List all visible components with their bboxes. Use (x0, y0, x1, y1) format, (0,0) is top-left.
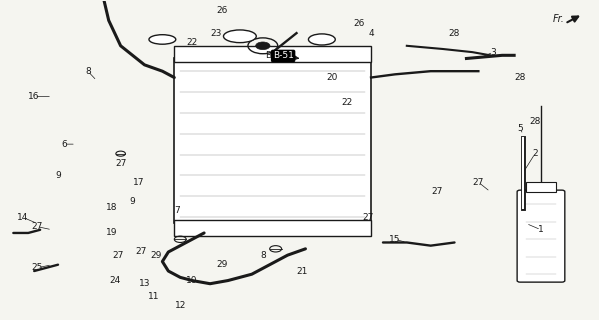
Bar (526, 182, 556, 192)
Text: 13: 13 (139, 279, 150, 288)
Text: 23: 23 (210, 28, 222, 38)
Text: 27: 27 (473, 178, 484, 187)
Text: 8: 8 (261, 251, 267, 260)
Text: 11: 11 (148, 292, 159, 301)
Text: 10: 10 (186, 276, 198, 285)
FancyBboxPatch shape (517, 190, 565, 282)
Bar (174, 220, 371, 236)
Text: 27: 27 (112, 251, 123, 260)
Text: 28: 28 (515, 73, 526, 82)
Text: 24: 24 (109, 276, 120, 285)
Text: 28: 28 (530, 117, 541, 126)
Text: 27: 27 (32, 222, 43, 231)
Text: 18: 18 (106, 203, 117, 212)
Text: 27: 27 (362, 212, 374, 221)
Bar (174, 46, 371, 62)
Text: 1: 1 (538, 225, 544, 234)
Text: 29: 29 (216, 260, 228, 269)
Text: Fr.: Fr. (553, 14, 565, 24)
Text: 28: 28 (449, 28, 460, 38)
Text: 9: 9 (129, 197, 135, 206)
Text: 6: 6 (61, 140, 67, 148)
Text: 27: 27 (136, 247, 147, 257)
Text: 19: 19 (106, 228, 117, 237)
Ellipse shape (223, 30, 256, 43)
Text: 5: 5 (517, 124, 523, 133)
Text: 17: 17 (133, 178, 144, 187)
Ellipse shape (308, 34, 335, 45)
Text: 20: 20 (326, 73, 338, 82)
Ellipse shape (149, 35, 176, 44)
Text: 22: 22 (186, 38, 198, 47)
Text: 4: 4 (368, 28, 374, 38)
Text: 16: 16 (28, 92, 40, 101)
Text: 25: 25 (32, 263, 43, 272)
Text: 27: 27 (115, 159, 126, 168)
Text: 3: 3 (491, 48, 496, 57)
Text: 27: 27 (431, 187, 442, 196)
Text: 29: 29 (151, 251, 162, 260)
Text: 8: 8 (85, 67, 90, 76)
Text: 22: 22 (341, 99, 353, 108)
Text: 15: 15 (389, 235, 401, 244)
Text: 12: 12 (174, 301, 186, 310)
Text: B-51: B-51 (273, 52, 298, 60)
Text: 26: 26 (353, 19, 365, 28)
Text: 14: 14 (17, 212, 28, 221)
Text: 2: 2 (532, 149, 538, 158)
Circle shape (256, 42, 270, 50)
Text: 21: 21 (297, 267, 308, 276)
Text: 26: 26 (216, 6, 228, 15)
Text: B-51: B-51 (265, 51, 286, 60)
Text: 7: 7 (174, 206, 180, 215)
Bar (174, 59, 371, 223)
Text: 9: 9 (55, 172, 61, 180)
